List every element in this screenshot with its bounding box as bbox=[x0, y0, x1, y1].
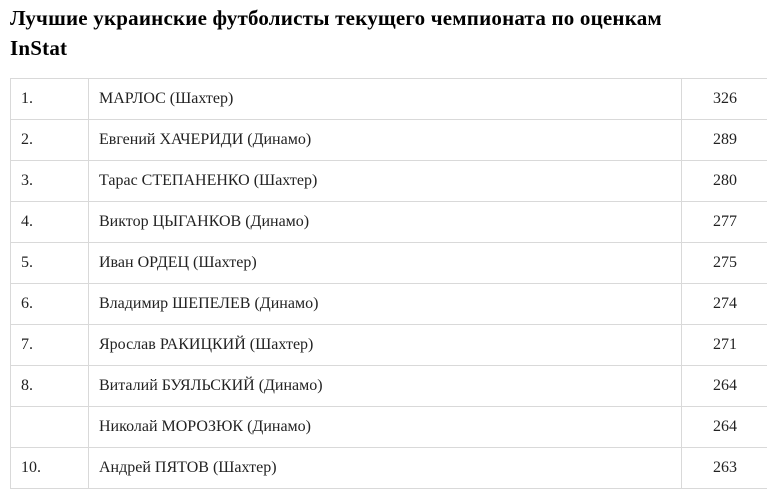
score-cell: 263 bbox=[682, 448, 767, 489]
rank-cell: 3. bbox=[11, 161, 89, 202]
table-row: 10. Андрей ПЯТОВ (Шахтер) 263 bbox=[11, 448, 767, 489]
rank-cell: 1. bbox=[11, 79, 89, 120]
table-row: 2. Евгений ХАЧЕРИДИ (Динамо) 289 bbox=[11, 120, 767, 161]
score-cell: 280 bbox=[682, 161, 767, 202]
table-row: 4. Виктор ЦЫГАНКОВ (Динамо) 277 bbox=[11, 202, 767, 243]
table-row: 6. Владимир ШЕПЕЛЕВ (Динамо) 274 bbox=[11, 284, 767, 325]
player-cell: МАРЛОС (Шахтер) bbox=[89, 79, 682, 120]
score-cell: 277 bbox=[682, 202, 767, 243]
score-cell: 264 bbox=[682, 366, 767, 407]
score-cell: 264 bbox=[682, 407, 767, 448]
table-row: 7. Ярослав РАКИЦКИЙ (Шахтер) 271 bbox=[11, 325, 767, 366]
rank-cell: 7. bbox=[11, 325, 89, 366]
score-cell: 271 bbox=[682, 325, 767, 366]
table-row: 8. Виталий БУЯЛЬСКИЙ (Динамо) 264 bbox=[11, 366, 767, 407]
player-cell: Тарас СТЕПАНЕНКО (Шахтер) bbox=[89, 161, 682, 202]
player-cell: Иван ОРДЕЦ (Шахтер) bbox=[89, 243, 682, 284]
table-row: 1. МАРЛОС (Шахтер) 326 bbox=[11, 79, 767, 120]
player-cell: Виктор ЦЫГАНКОВ (Динамо) bbox=[89, 202, 682, 243]
page-title-line-1: Лучшие украинские футболисты текущего че… bbox=[10, 3, 757, 33]
table-row: Николай МОРОЗЮК (Динамо) 264 bbox=[11, 407, 767, 448]
rank-cell: 8. bbox=[11, 366, 89, 407]
player-cell: Ярослав РАКИЦКИЙ (Шахтер) bbox=[89, 325, 682, 366]
page-title-line-2: InStat bbox=[10, 33, 757, 63]
player-cell: Андрей ПЯТОВ (Шахтер) bbox=[89, 448, 682, 489]
player-cell: Виталий БУЯЛЬСКИЙ (Динамо) bbox=[89, 366, 682, 407]
player-cell: Владимир ШЕПЕЛЕВ (Динамо) bbox=[89, 284, 682, 325]
player-cell: Николай МОРОЗЮК (Динамо) bbox=[89, 407, 682, 448]
rank-cell: 4. bbox=[11, 202, 89, 243]
score-cell: 275 bbox=[682, 243, 767, 284]
score-cell: 274 bbox=[682, 284, 767, 325]
rank-cell: 10. bbox=[11, 448, 89, 489]
player-ranking-table: 1. МАРЛОС (Шахтер) 326 2. Евгений ХАЧЕРИ… bbox=[10, 78, 767, 489]
rank-cell bbox=[11, 407, 89, 448]
score-cell: 326 bbox=[682, 79, 767, 120]
table-row: 5. Иван ОРДЕЦ (Шахтер) 275 bbox=[11, 243, 767, 284]
player-cell: Евгений ХАЧЕРИДИ (Динамо) bbox=[89, 120, 682, 161]
rank-cell: 5. bbox=[11, 243, 89, 284]
rank-cell: 6. bbox=[11, 284, 89, 325]
rank-cell: 2. bbox=[11, 120, 89, 161]
page-title: Лучшие украинские футболисты текущего че… bbox=[10, 3, 757, 63]
article-content: Лучшие украинские футболисты текущего че… bbox=[0, 3, 767, 489]
table-row: 3. Тарас СТЕПАНЕНКО (Шахтер) 280 bbox=[11, 161, 767, 202]
score-cell: 289 bbox=[682, 120, 767, 161]
